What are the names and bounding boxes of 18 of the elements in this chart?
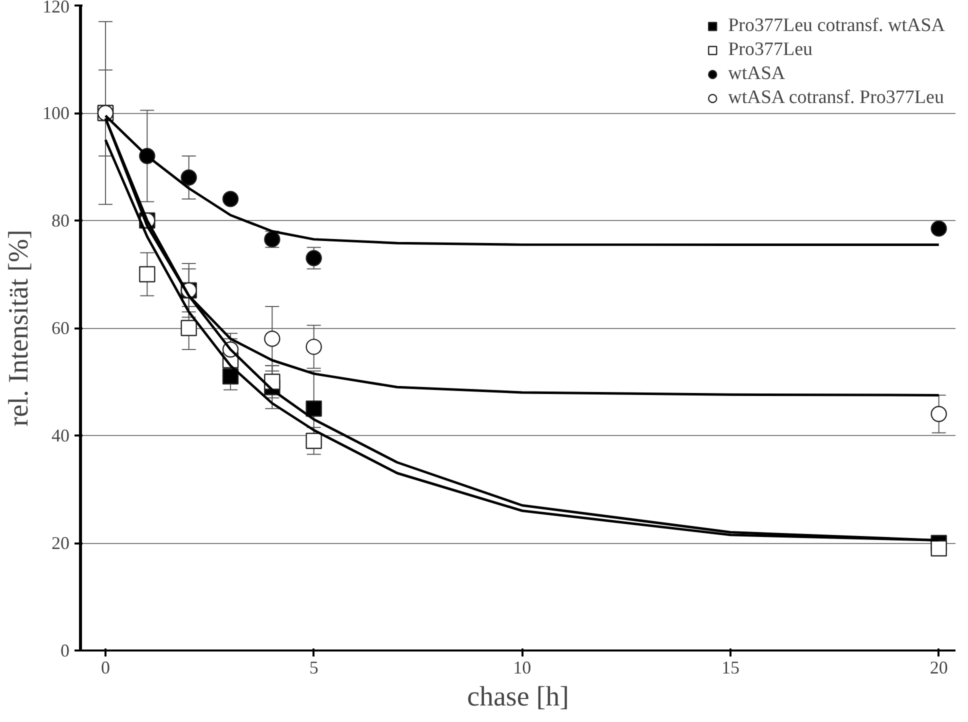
x-axis-title: chase [h] bbox=[467, 682, 569, 712]
legend-label: wtASA bbox=[728, 63, 786, 85]
y-tick-label: 60 bbox=[52, 318, 70, 338]
x-tick-label: 15 bbox=[722, 658, 740, 678]
x-tick-label: 20 bbox=[930, 658, 948, 678]
x-tick-label: 0 bbox=[101, 658, 110, 678]
x-tick-label: 5 bbox=[309, 658, 318, 678]
y-axis-title: rel. Intensität [%] bbox=[4, 230, 34, 426]
legend-label: Pro377Leu bbox=[728, 39, 813, 61]
y-tick-label: 120 bbox=[42, 0, 70, 16]
legend-label: wtASA cotransf. Pro377Leu bbox=[728, 87, 944, 109]
y-tick-label: 20 bbox=[52, 533, 70, 553]
y-tick-label: 0 bbox=[60, 640, 70, 660]
y-tick-label: 80 bbox=[52, 210, 70, 230]
x-tick-label: 10 bbox=[513, 658, 532, 678]
y-tick-label: 40 bbox=[52, 426, 70, 446]
legend-label: Pro377Leu cotransf. wtASA bbox=[728, 15, 945, 37]
y-tick-label: 100 bbox=[42, 103, 70, 123]
